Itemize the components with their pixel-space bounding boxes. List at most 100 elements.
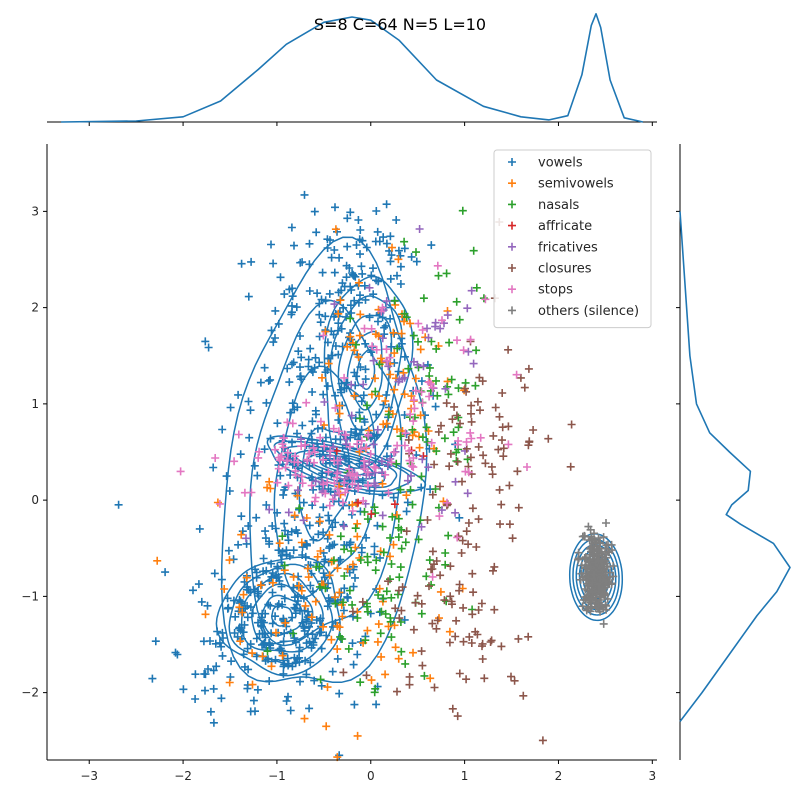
data-point (474, 442, 483, 451)
data-point (351, 272, 360, 281)
data-point (445, 638, 454, 647)
data-point (415, 225, 424, 233)
data-point (347, 510, 356, 519)
data-point (353, 519, 362, 528)
data-point (487, 462, 496, 471)
data-point (425, 363, 434, 372)
data-point (278, 532, 287, 541)
series-vowels (114, 190, 464, 760)
data-point (389, 328, 398, 337)
data-point (489, 431, 498, 440)
data-point (458, 477, 466, 486)
data-point (365, 486, 374, 495)
data-point (430, 683, 439, 692)
data-point (433, 391, 442, 400)
data-point (397, 647, 406, 656)
data-point (504, 345, 513, 354)
data-point (409, 648, 417, 657)
data-point (266, 375, 275, 384)
data-point (259, 567, 268, 576)
data-point (217, 575, 226, 584)
data-point (369, 440, 378, 449)
data-point (322, 631, 331, 640)
data-point (459, 603, 468, 612)
data-point (234, 430, 243, 439)
data-point (284, 481, 293, 490)
x-tick-label: −3 (80, 769, 98, 783)
data-point (359, 380, 368, 389)
data-point (258, 609, 267, 618)
data-point (335, 401, 344, 410)
data-point (405, 672, 414, 681)
data-point (592, 550, 601, 559)
data-point (409, 625, 418, 634)
data-point (465, 632, 474, 641)
data-point (302, 615, 311, 624)
data-point (524, 364, 533, 373)
data-point (445, 462, 454, 471)
data-point (173, 650, 182, 659)
data-point (206, 707, 215, 716)
data-point (331, 203, 339, 212)
data-point (326, 458, 334, 467)
data-point (379, 548, 388, 557)
data-point (378, 303, 387, 312)
data-point (331, 391, 340, 400)
data-point (284, 659, 293, 668)
x-tick-label: −1 (268, 769, 286, 783)
kde-contour (251, 583, 314, 645)
data-point (330, 246, 339, 254)
data-point (290, 653, 299, 662)
data-point (287, 223, 296, 232)
data-point (353, 471, 361, 480)
data-point (462, 438, 471, 446)
data-point (346, 301, 355, 310)
data-point (382, 297, 391, 306)
data-point (576, 575, 585, 584)
data-point (358, 597, 367, 606)
data-point (307, 429, 316, 438)
data-point (350, 296, 359, 305)
data-point (436, 571, 445, 580)
data-point (386, 552, 394, 561)
data-point (386, 314, 395, 323)
data-point (584, 558, 593, 567)
data-point (319, 331, 328, 340)
data-point (315, 310, 324, 319)
data-point (288, 419, 297, 428)
data-point (289, 546, 298, 555)
data-point (288, 308, 296, 317)
kde-contour (266, 435, 427, 496)
data-point (375, 392, 383, 401)
data-point (425, 582, 433, 591)
data-point (354, 298, 363, 307)
data-point (279, 443, 288, 452)
data-point (343, 592, 352, 601)
data-point (335, 253, 344, 262)
data-point (439, 497, 448, 506)
data-point (236, 637, 245, 646)
data-point (418, 399, 427, 407)
y-tick-label: 3 (31, 204, 39, 218)
data-point (204, 343, 213, 352)
data-point (258, 640, 266, 649)
data-point (469, 359, 478, 368)
data-point (273, 419, 282, 428)
data-point (236, 450, 245, 459)
legend-label: vowels (538, 156, 583, 171)
data-point (346, 282, 355, 291)
data-point (394, 367, 403, 376)
data-point (362, 671, 371, 680)
series-others-silence- (574, 519, 618, 628)
data-point (396, 618, 405, 626)
data-point (434, 271, 443, 280)
data-point (311, 477, 320, 486)
data-point (310, 363, 319, 372)
data-point (274, 600, 283, 609)
data-point (352, 241, 361, 249)
data-point (419, 362, 428, 371)
data-point (345, 586, 354, 595)
data-point (235, 596, 244, 604)
data-point (599, 533, 608, 542)
data-point (316, 417, 325, 426)
